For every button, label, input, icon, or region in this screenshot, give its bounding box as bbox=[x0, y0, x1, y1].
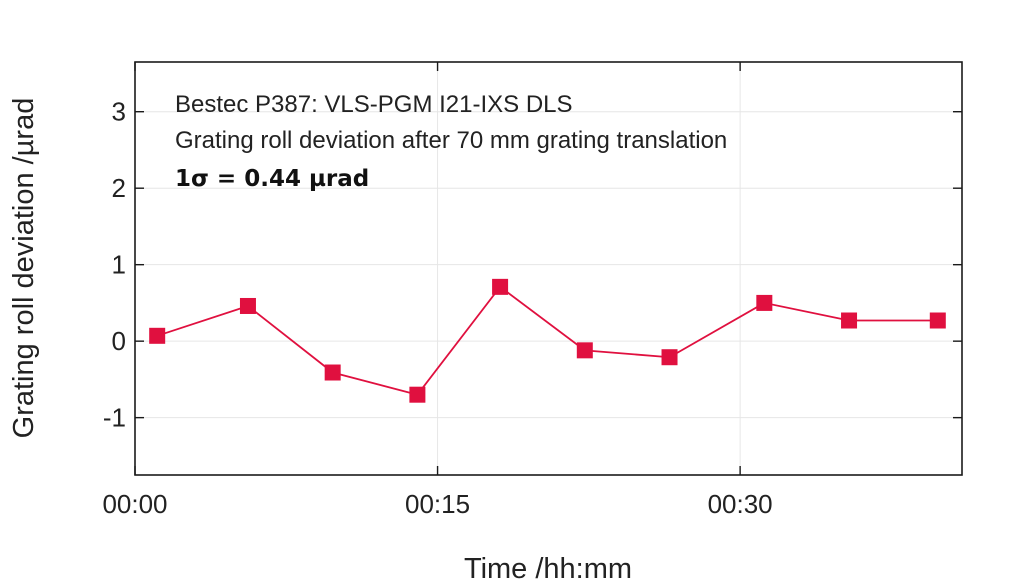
axis-ticks bbox=[134, 62, 962, 475]
data-point-marker bbox=[841, 312, 858, 329]
y-tick-label: 1 bbox=[112, 250, 126, 280]
y-tick-label: 0 bbox=[112, 326, 126, 356]
y-tick-label: 2 bbox=[112, 173, 126, 203]
tick-labels: -1 0 1 2 3 00:00 00:15 00:30 bbox=[102, 97, 772, 519]
y-axis-title: Grating roll deviation /µrad bbox=[8, 98, 40, 439]
data-point-marker bbox=[409, 386, 426, 403]
y-tick-label: -1 bbox=[103, 403, 126, 433]
annotation-sigma: 1σ = 0.44 µrad bbox=[175, 166, 369, 192]
x-tick-label: 00:00 bbox=[102, 489, 167, 519]
x-axis-title: Time /hh:mm bbox=[464, 553, 632, 585]
data-point-marker bbox=[576, 342, 593, 359]
grid bbox=[134, 62, 962, 475]
y-tick-label: 3 bbox=[112, 97, 126, 127]
x-tick-label: 00:30 bbox=[708, 489, 773, 519]
data-point-marker bbox=[149, 327, 166, 344]
data-point-marker bbox=[239, 297, 256, 314]
x-tick-label: 00:15 bbox=[405, 489, 470, 519]
data-point-marker bbox=[661, 349, 678, 366]
plot-frame bbox=[134, 61, 963, 476]
data-point-marker bbox=[929, 312, 946, 329]
annotation-description: Grating roll deviation after 70 mm grati… bbox=[175, 127, 727, 154]
data-point-marker bbox=[324, 364, 341, 381]
data-series bbox=[149, 278, 946, 403]
data-point-marker bbox=[756, 294, 773, 311]
annotation-instrument: Bestec P387: VLS-PGM I21-IXS DLS bbox=[175, 91, 573, 118]
series-line bbox=[156, 285, 938, 396]
data-point-marker bbox=[492, 278, 509, 295]
